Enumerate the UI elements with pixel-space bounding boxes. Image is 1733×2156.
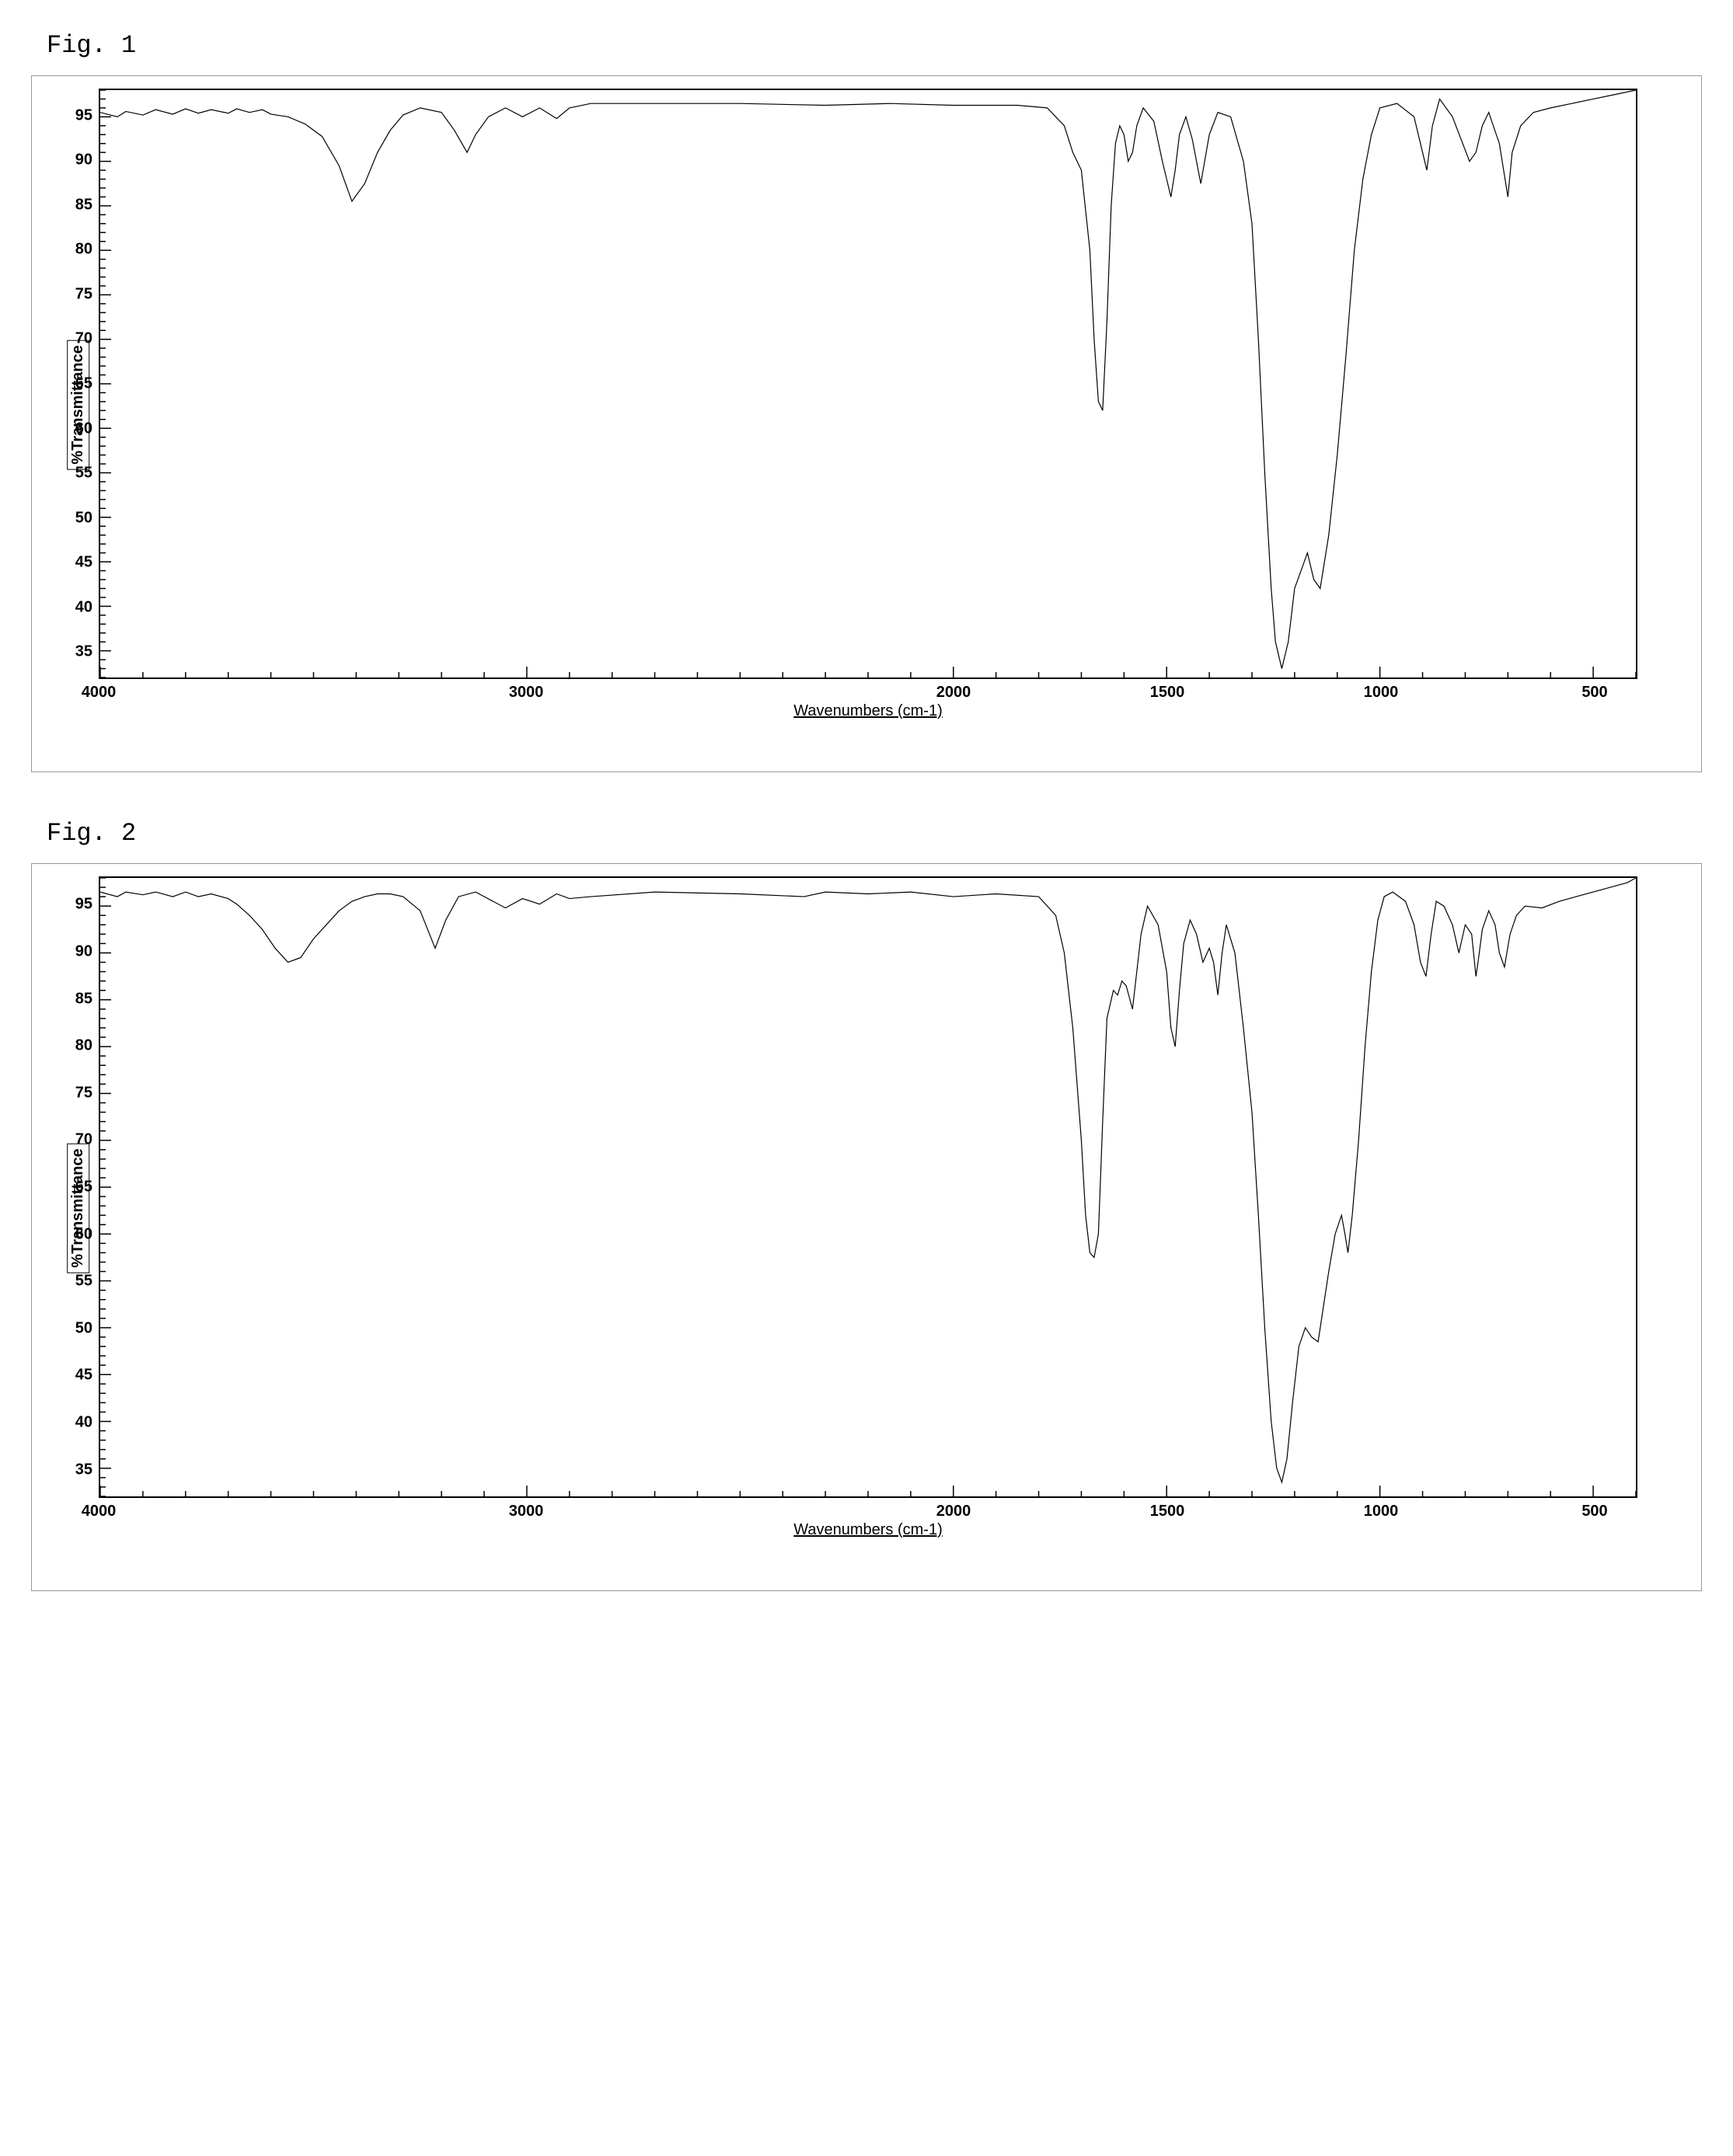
x-axis-label: Wavenumbers (cm-1)	[99, 702, 1637, 720]
x-tick-label: 1500	[1150, 679, 1185, 702]
y-tick-label: 70	[75, 1131, 99, 1149]
spectrum-line	[100, 90, 1636, 669]
x-tick-label: 1000	[1364, 1498, 1399, 1520]
x-tick-label: 500	[1581, 1498, 1607, 1520]
y-tick-label: 95	[75, 896, 99, 914]
y-tick-label: 55	[75, 465, 99, 482]
figure-label: Fig. 2	[47, 819, 1702, 848]
x-tick-label: 3000	[509, 1498, 544, 1520]
x-tick-label: 3000	[509, 679, 544, 702]
y-tick-label: 35	[75, 1461, 99, 1479]
y-tick-label: 70	[75, 330, 99, 348]
x-tick-label: 500	[1581, 679, 1607, 702]
y-tick-label: 50	[75, 1319, 99, 1337]
y-tick-label: 80	[75, 1037, 99, 1055]
y-tick-label: 40	[75, 1414, 99, 1432]
y-tick-label: 80	[75, 241, 99, 259]
y-tick-label: 95	[75, 106, 99, 124]
x-tick-label: 4000	[82, 679, 117, 702]
x-tick-label: 4000	[82, 1498, 117, 1520]
x-tick-label: 1000	[1364, 679, 1399, 702]
y-tick-label: 75	[75, 1084, 99, 1102]
plot-area	[99, 876, 1637, 1498]
x-tick-label: 2000	[936, 1498, 971, 1520]
y-tick-label: 40	[75, 598, 99, 616]
y-tick-label: 55	[75, 1273, 99, 1290]
figure-2: Fig. 2 %Transmittance 35 40 45 50 55 60 65 70 75 80…	[31, 819, 1702, 1591]
y-tick-label: 85	[75, 990, 99, 1008]
y-tick-label: 65	[75, 375, 99, 393]
y-tick-label: 90	[75, 152, 99, 169]
y-axis-label: %Transmittance	[67, 340, 89, 469]
y-tick-label: 60	[75, 420, 99, 437]
y-tick-label: 45	[75, 554, 99, 572]
x-axis-label: Wavenumbers (cm-1)	[99, 1521, 1637, 1539]
y-tick-label: 75	[75, 285, 99, 303]
figure-label: Fig. 1	[47, 31, 1702, 60]
figure-1: Fig. 1 %Transmittance 35 40 45 50 55 60 65 70 75 80…	[31, 31, 1702, 772]
y-tick-label: 60	[75, 1225, 99, 1243]
spectrum-line	[100, 878, 1636, 1482]
y-tick-label: 35	[75, 643, 99, 661]
chart-frame: %Transmittance 35 40 45 50 55 60 65 70 75 80 85 90 95…	[31, 863, 1702, 1591]
y-tick-label: 65	[75, 1179, 99, 1196]
y-axis-label: %Transmittance	[67, 1143, 89, 1273]
y-tick-label: 90	[75, 942, 99, 960]
x-tick-label: 2000	[936, 679, 971, 702]
y-tick-label: 85	[75, 196, 99, 214]
plot-area	[99, 89, 1637, 679]
x-tick-label: 1500	[1150, 1498, 1185, 1520]
chart-frame: %Transmittance 35 40 45 50 55 60 65 70 75 80 85 90 95…	[31, 75, 1702, 772]
y-tick-label: 50	[75, 509, 99, 527]
y-tick-label: 45	[75, 1367, 99, 1385]
figures-container: Fig. 1 %Transmittance 35 40 45 50 55 60 65 70 75 80…	[31, 31, 1702, 1591]
